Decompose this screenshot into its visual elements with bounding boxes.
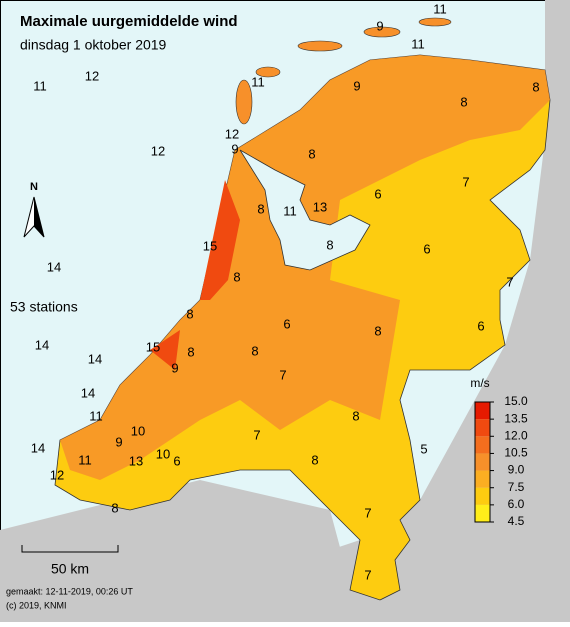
station-value: 11: [411, 36, 425, 51]
islands: [235, 17, 452, 125]
footer-copyright: (c) 2019, KNMI: [6, 600, 67, 610]
legend: m/s 15.0 13.5 12.0 10.5 9.0 7.5 6.0 4.5: [470, 376, 528, 528]
legend-tick-label: 12.0: [504, 428, 528, 442]
station-value: 14: [88, 351, 102, 366]
station-value: 13: [313, 199, 327, 214]
station-value: 8: [532, 79, 539, 94]
station-value: 8: [186, 306, 193, 321]
legend-swatch: [475, 419, 490, 437]
legend-tick-label: 6.0: [508, 497, 525, 511]
legend-swatch: [475, 436, 490, 454]
footer-made: gemaakt: 12-11-2019, 00:26 UT: [6, 586, 133, 596]
station-value: 8: [374, 323, 381, 338]
station-value: 14: [81, 385, 95, 400]
station-value: 6: [173, 453, 180, 468]
legend-tick-label: 7.5: [508, 480, 525, 494]
land-neighbours: [300, 0, 570, 622]
station-value: 8: [308, 146, 315, 161]
legend-tick-label: 10.5: [504, 446, 528, 460]
subtitle: dinsdag 1 oktober 2019: [20, 37, 167, 53]
station-value: 8: [257, 201, 264, 216]
station-value: 11: [283, 203, 297, 218]
station-value: 11: [433, 1, 447, 16]
station-value: 11: [251, 74, 265, 89]
station-value: 11: [33, 78, 47, 93]
station-value: 8: [311, 452, 318, 467]
legend-unit: m/s: [470, 376, 489, 390]
station-count: 53 stations: [10, 299, 78, 315]
station-value: 7: [253, 427, 260, 442]
legend-swatch: [475, 470, 490, 488]
station-value: 7: [364, 567, 371, 582]
station-value: 7: [279, 367, 286, 382]
legend-tick-label: 9.0: [508, 463, 525, 477]
scale-bar: [21, 545, 119, 553]
station-value: 8: [233, 269, 240, 284]
station-value: 11: [89, 408, 103, 423]
station-value: 10: [131, 423, 145, 438]
station-value: 5: [420, 441, 427, 456]
station-value: 9: [353, 78, 360, 93]
station-value: 8: [352, 408, 359, 423]
title: Maximale uurgemiddelde wind: [20, 13, 238, 30]
station-value: 14: [31, 440, 45, 455]
ijsselmeer: [239, 149, 371, 271]
legend-swatch: [475, 504, 490, 522]
station-value: 12: [225, 126, 239, 141]
station-value: 15: [146, 339, 160, 354]
station-value: 15: [203, 238, 217, 253]
legend-tick-label: 15.0: [504, 394, 528, 408]
station-value: 14: [47, 259, 61, 274]
legend-swatch: [475, 453, 490, 471]
station-value: 9: [171, 360, 178, 375]
station-value: 8: [326, 237, 333, 252]
legend-swatch: [475, 402, 490, 420]
north-arrow-half: [34, 197, 44, 237]
station-value: 6: [423, 241, 430, 256]
station-value: 12: [85, 68, 99, 83]
station-value: 8: [460, 94, 467, 109]
station-value: 12: [151, 143, 165, 158]
legend-tick-label: 13.5: [504, 411, 528, 425]
legend-frame: [474, 401, 491, 523]
station-value: 8: [187, 344, 194, 359]
scale-label: 50 km: [51, 561, 89, 577]
station-value: 8: [251, 343, 258, 358]
station-value: 6: [477, 318, 484, 333]
station-value: 13: [129, 453, 143, 468]
station-value: 9: [231, 141, 238, 156]
station-value: 6: [374, 186, 381, 201]
station-value: 7: [364, 505, 371, 520]
station-value: 8: [111, 500, 118, 515]
legend-swatch: [475, 487, 490, 505]
station-value: 6: [283, 316, 290, 331]
station-value: 7: [506, 274, 513, 289]
legend-tick-label: 4.5: [508, 514, 525, 528]
north-label: N: [30, 181, 38, 193]
station-value: 9: [376, 18, 383, 33]
station-value: 10: [156, 446, 170, 461]
station-value: 7: [462, 174, 469, 189]
station-value: 14: [35, 337, 49, 352]
station-value: 12: [50, 467, 64, 482]
station-value: 11: [78, 452, 92, 467]
station-value: 9: [115, 434, 122, 449]
land-belgium: [0, 480, 360, 622]
wind-zone-strong: [150, 180, 240, 370]
